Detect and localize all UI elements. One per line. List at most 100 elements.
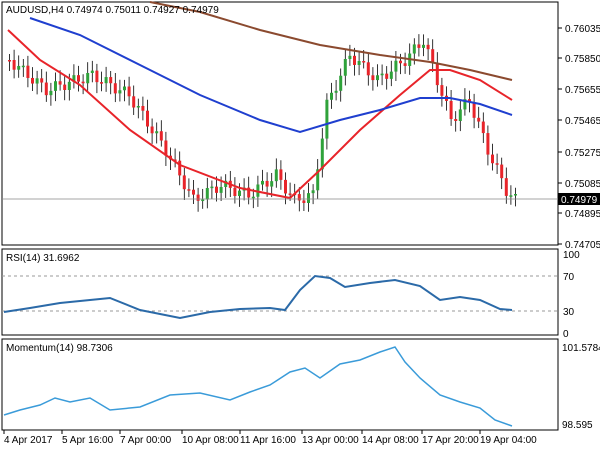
candle-body [173,159,177,161]
candle-body [316,169,320,191]
candle-body [486,133,490,155]
candle-body [389,71,393,79]
price-label: 0.76035 [565,24,600,35]
price-label: 0.75850 [565,54,600,65]
time-label: 19 Apr 04:00 [480,435,537,446]
candle-body [233,187,237,196]
symbol-info: AUDUSD,H4 0.74974 0.75011 0.74927 0.7497… [6,5,219,16]
candle-body [178,160,182,176]
candle-body [403,63,407,66]
candle-body [196,194,200,201]
candle-body [219,186,223,193]
candle-body [44,82,48,96]
candle-body [270,181,274,187]
candle-body [81,81,85,84]
candle-body [504,178,508,196]
candle-body [426,44,430,50]
candle-body [449,100,453,120]
candle-body [104,77,108,84]
time-label: 4 Apr 2017 [4,435,53,446]
time-label: 5 Apr 16:00 [62,435,114,446]
candle-body [238,190,241,196]
candle-body [376,75,379,81]
time-label: 10 Apr 08:00 [182,435,239,446]
momentum-title: Momentum(14) 98.7306 [6,343,113,354]
rsi-label-0: 0 [563,329,569,340]
candle-body [472,102,476,118]
rsi-pane[interactable] [1,248,559,336]
candle-body [491,154,494,164]
price-label: 0.75655 [565,85,600,96]
candle-body [417,44,421,48]
candle-body [320,138,324,170]
candle-body [12,60,16,70]
candle-body [127,86,131,97]
candle-body [251,196,255,199]
momentum-pane[interactable] [1,338,559,431]
price-label: 0.74895 [565,209,600,220]
candle-body [141,106,145,111]
rsi-line [3,274,513,320]
candle-body [297,194,301,201]
candle-body [63,84,67,90]
candle-body [118,90,122,94]
candle-body [86,72,90,84]
candle-body [274,169,278,182]
candle-body [49,90,53,96]
candle-body [279,169,283,180]
sma-slow-line [149,1,513,81]
candle-body [477,117,481,122]
candle-body [412,44,416,54]
candle-body [463,99,467,110]
price-label: 0.75275 [565,148,600,159]
candle-body [146,110,149,127]
time-label: 17 Apr 20:00 [422,435,479,446]
candle-body [155,131,159,134]
candle-body [8,60,11,62]
candle-body [514,194,517,196]
candle-body [215,186,218,193]
candle-body [435,62,439,86]
candle-body [113,83,117,94]
candle-body [54,81,57,91]
candle-body [247,187,251,198]
candle-body [509,195,513,197]
time-label: 13 Apr 00:00 [302,435,359,446]
candle-body [353,55,356,65]
candle-body [343,59,347,76]
candle-body [495,163,499,165]
candle-body [394,60,398,72]
momentum-label-high: 101.5784 [562,343,600,354]
candle-body [380,73,384,76]
candle-body [311,190,315,194]
candle-body [362,61,366,63]
candle-body [164,140,168,156]
current-price-tag [558,193,600,205]
candle-body [307,193,310,203]
momentum-label-low: 98.595 [562,420,593,431]
candle-body [330,92,333,100]
rsi-title: RSI(14) 31.6962 [6,253,80,264]
candle-body [159,131,163,141]
candle-body [431,49,435,63]
candle-body [123,86,126,91]
price-label: 0.75465 [565,116,600,127]
time-label: 14 Apr 08:00 [362,435,419,446]
time-label: 11 Apr 16:00 [240,435,296,446]
candle-body [500,164,504,179]
rsi-label-100: 100 [563,250,580,261]
candle-body [334,90,338,93]
candle-body [454,119,458,121]
candle-body [224,180,228,187]
price-label: 0.74705 [565,240,600,251]
moving-averages [7,1,513,200]
candle-body [21,65,25,68]
candle-body [187,189,191,191]
candle-body [261,180,264,185]
candle-body [31,77,34,84]
price-axis: 0.76035 0.75850 0.75655 0.75465 0.75275 0.750… [558,24,600,251]
candle-body [182,175,186,190]
time-label: 7 Apr 00:00 [120,435,172,446]
candle-body [72,75,76,82]
